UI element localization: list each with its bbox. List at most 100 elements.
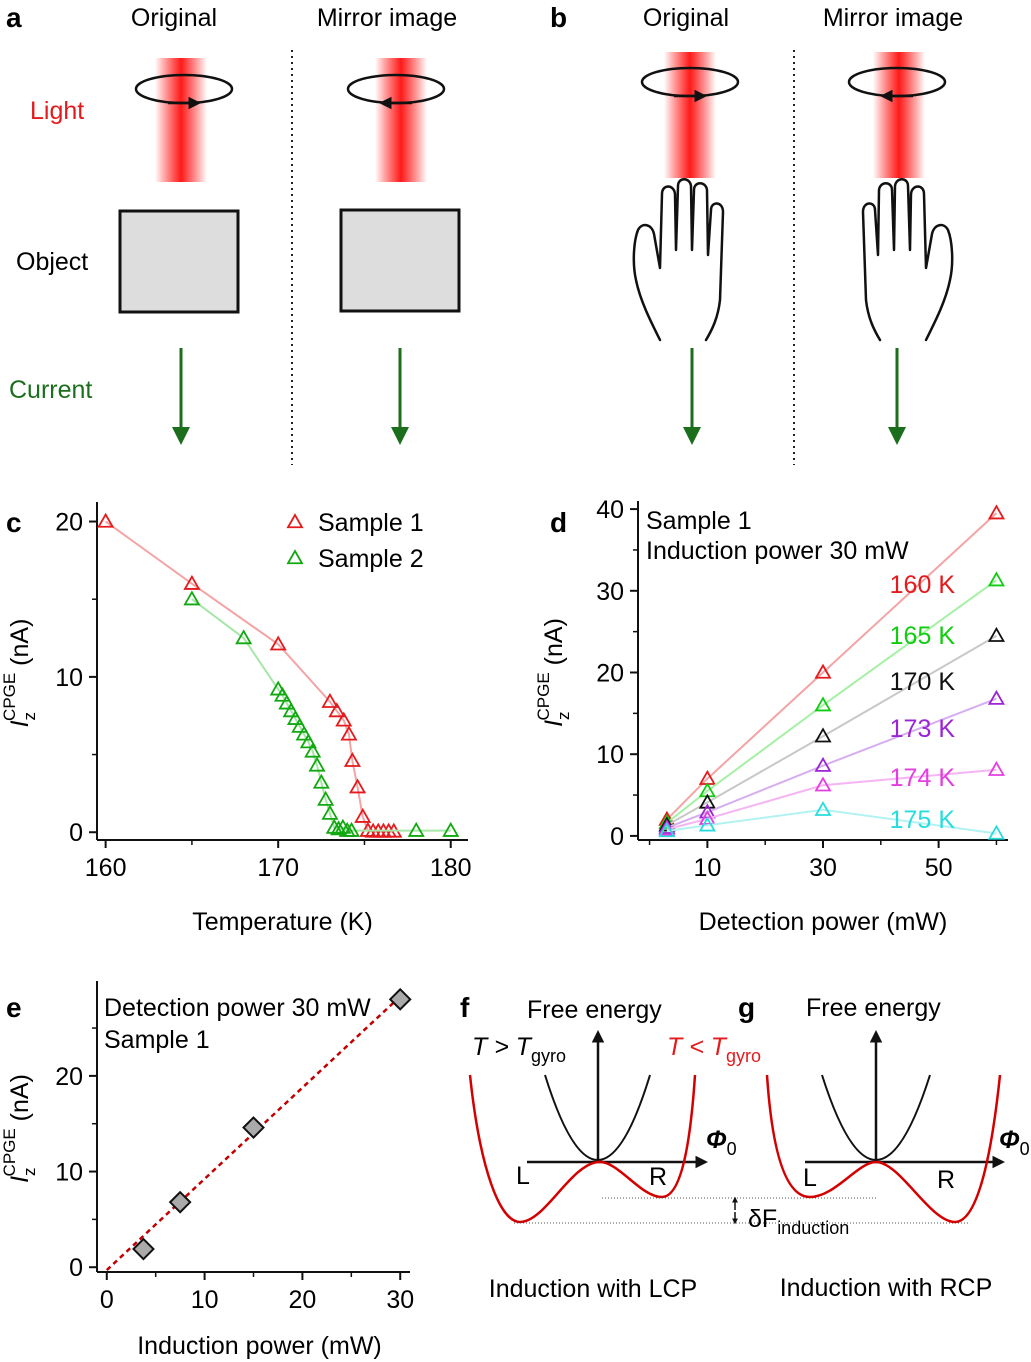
chart-c: 0 10 20 160 170 180 Temperature (K) IzCPGE (nA)…	[0, 502, 472, 936]
series-label: 165 K	[890, 622, 956, 650]
y-label-subscript: z	[554, 711, 573, 720]
y-axis-label: IzCPGE (nA)	[0, 619, 39, 728]
data-point	[330, 820, 348, 836]
y-label-unit: (nA)	[540, 618, 568, 672]
data-point	[273, 686, 292, 702]
panel-f: f Free energy T > Tgyro T < Tgyro Φ0 L R…	[460, 992, 969, 1303]
chart-d: 0 10 20 30 40 10 30 50 Detection power (mW) IzCPG…	[534, 496, 1008, 936]
data-point	[388, 987, 412, 1011]
panel-letter: e	[6, 992, 22, 1023]
annotation-text: Detection power 30 mW	[104, 994, 371, 1022]
left-well-label: L	[803, 1164, 817, 1192]
y-tick-label: 30	[596, 578, 624, 606]
left-well-label: L	[516, 1162, 530, 1190]
data-point	[407, 821, 425, 837]
data-point	[442, 821, 460, 837]
data-point	[987, 760, 1005, 776]
column-title-mirror: Mirror image	[823, 4, 963, 32]
data-point	[343, 751, 361, 767]
data-point	[658, 822, 676, 838]
low-temperature-label: T < Tgyro	[667, 1033, 761, 1066]
data-point	[132, 1237, 155, 1261]
row-label-object: Object	[16, 248, 88, 276]
y-label-symbol: I	[6, 720, 34, 727]
panel-letter: b	[550, 2, 567, 33]
data-point	[342, 821, 361, 837]
panel-letter: g	[738, 992, 755, 1023]
x-tick-label: 10	[191, 1286, 219, 1314]
data-point	[321, 692, 339, 708]
data-point	[291, 717, 309, 733]
y-label-superscript: CPGE	[0, 673, 19, 721]
y-axis-label: IzCPGE (nA)	[0, 1074, 39, 1183]
legend-marker	[286, 549, 304, 565]
data-point	[308, 756, 326, 772]
x-tick-label: 30	[809, 854, 837, 882]
data-point	[317, 790, 335, 806]
y-label-subscript: z	[20, 1167, 39, 1176]
data-point	[987, 626, 1005, 642]
double-well-curve	[468, 1074, 697, 1224]
data-point	[325, 818, 343, 834]
data-point	[312, 773, 330, 789]
data-point	[242, 1116, 265, 1139]
row-label-current: Current	[9, 376, 92, 404]
panel-caption: Induction with RCP	[780, 1274, 993, 1302]
data-point	[349, 778, 367, 794]
y-tick-label: 20	[55, 509, 83, 537]
annotation-text: Sample 1	[104, 1026, 210, 1054]
y-tick-label: 40	[596, 496, 624, 524]
y-tick-label: 10	[55, 1159, 83, 1187]
series-line	[666, 768, 997, 831]
panel-letter: c	[6, 507, 22, 538]
data-point	[97, 512, 115, 528]
panel-c: c 0 10 20 160 170 180 Temperature (K) IzCPGE (n…	[0, 502, 472, 936]
data-point	[814, 727, 832, 743]
x-tick-label: 160	[85, 854, 127, 882]
y-label-unit: (nA)	[6, 1074, 34, 1128]
y-axis-label: IzCPGE (nA)	[534, 618, 573, 727]
light-beam	[155, 58, 207, 182]
panel-letter: d	[550, 507, 567, 538]
phi-label: Φ0	[706, 1126, 737, 1159]
series-line	[666, 579, 998, 824]
x-tick-label: 50	[925, 854, 953, 882]
object-square	[118, 209, 240, 314]
free-energy-label: Free energy	[806, 994, 941, 1022]
data-point	[304, 742, 322, 758]
data-point	[814, 800, 832, 816]
light-beam	[375, 58, 427, 182]
panel-letter: a	[6, 2, 22, 33]
series-line	[666, 697, 997, 829]
panel-letter: f	[460, 992, 470, 1023]
x-tick-label: 0	[100, 1286, 114, 1314]
data-point	[698, 809, 716, 825]
y-label-symbol: I	[540, 720, 568, 727]
data-point	[278, 694, 296, 710]
panel-caption: Induction with LCP	[489, 1275, 697, 1303]
y-tick-label: 20	[55, 1063, 83, 1091]
data-point	[183, 590, 201, 606]
data-point	[814, 776, 832, 792]
y-tick-label: 0	[610, 823, 624, 851]
y-label-symbol: I	[6, 1176, 34, 1183]
y-label-superscript: CPGE	[0, 1128, 19, 1176]
data-point	[335, 711, 353, 727]
x-tick-label: 30	[386, 1286, 414, 1314]
data-point	[282, 702, 300, 718]
x-tick-label: 20	[289, 1286, 317, 1314]
annotation-text: Sample 1	[646, 507, 752, 535]
series-line	[666, 808, 997, 835]
data-point	[286, 710, 304, 725]
series-line	[191, 598, 451, 832]
data-point	[354, 807, 372, 823]
right-well-label: R	[937, 1166, 955, 1194]
series-label: 170 K	[890, 668, 956, 696]
light-beam	[664, 52, 716, 178]
y-tick-label: 10	[55, 664, 83, 692]
series-label: 175 K	[890, 806, 956, 834]
data-point	[168, 1190, 192, 1214]
hand-icon	[632, 178, 725, 342]
